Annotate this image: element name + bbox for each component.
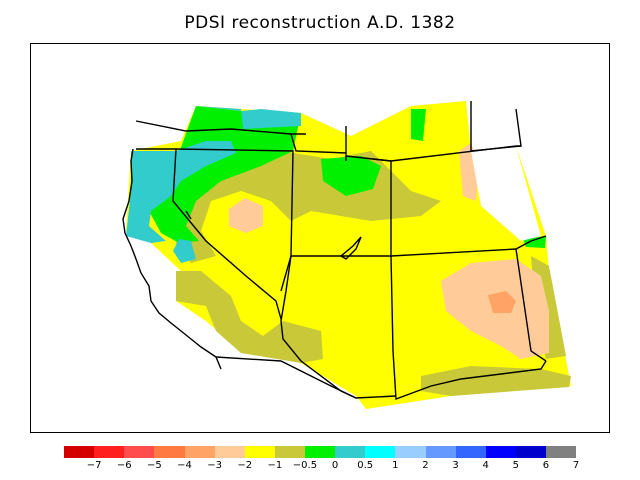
- legend-label: −1: [267, 460, 283, 471]
- pdsi-region-very-wet-2: [173, 239, 196, 263]
- legend-swatch: [515, 446, 546, 458]
- legend-swatch: [425, 446, 456, 458]
- border-ne-sd: [470, 101, 522, 152]
- lake-salt: [339, 236, 362, 260]
- legend-swatch: [335, 446, 366, 458]
- pdsi-map: [122, 101, 571, 409]
- legend-label: −2: [237, 460, 253, 471]
- legend-label: −5: [146, 460, 162, 471]
- border-ok-tx: [515, 248, 547, 362]
- legend-swatch: [94, 446, 125, 458]
- legend-swatch: [274, 446, 305, 458]
- pdsi-region-wet-ne: [411, 109, 426, 141]
- color-legend: [64, 446, 577, 458]
- legend-label: 0: [331, 460, 339, 471]
- legend-swatch: [64, 446, 95, 458]
- border-wa-or: [135, 120, 306, 135]
- legend-label: −4: [177, 460, 192, 471]
- border-co-ks: [390, 235, 547, 257]
- pdsi-region-neutral-south: [421, 366, 571, 396]
- border-ca-nv: [172, 148, 282, 320]
- pdsi-region-very-wet: [126, 106, 301, 243]
- legend-label: 6: [542, 460, 550, 471]
- pdsi-region-wet-nw: [149, 106, 301, 243]
- pdsi-region-moist-center: [229, 198, 263, 233]
- legend-swatch: [455, 446, 486, 458]
- legend-swatch: [154, 446, 185, 458]
- lake-tahoe: [185, 210, 192, 220]
- legend-swatch: [124, 446, 155, 458]
- legend-label: 1: [392, 460, 399, 471]
- legend-label: 0.5: [357, 460, 374, 471]
- legend-label: 3: [452, 460, 459, 471]
- border-id-wy: [290, 126, 347, 161]
- legend-swatch: [184, 446, 215, 458]
- legend-swatch: [485, 446, 516, 458]
- border-south-mx: [215, 356, 357, 399]
- legend-label: 7: [572, 460, 580, 471]
- page-title: PDSI reconstruction A.D. 1382: [184, 13, 456, 33]
- legend-labels: −7 −6 −5 −4 −3 −2 −1 −0.5 0 0.5 1 2 3 4 5 6 7: [64, 460, 580, 474]
- pdsi-region-wet-north: [321, 156, 381, 196]
- legend-swatch: [305, 446, 336, 458]
- legend-swatch: [365, 446, 396, 458]
- legend-label: 5: [512, 460, 519, 471]
- map-frame: [30, 43, 610, 433]
- pdsi-region-neutral-sw: [176, 271, 323, 363]
- legend-label: 4: [482, 460, 489, 471]
- pdsi-region-dry-core: [488, 291, 516, 313]
- legend-swatch: [395, 446, 426, 458]
- legend-swatch: [244, 446, 275, 458]
- coastline: [122, 148, 222, 370]
- legend-label: −3: [207, 460, 222, 471]
- legend-label: −7: [86, 460, 102, 471]
- legend-swatch: [214, 446, 245, 458]
- border-nv-ut: [175, 148, 294, 292]
- pdsi-region-blank-ne: [471, 146, 541, 241]
- legend-label: −6: [116, 460, 132, 471]
- border-nm-tx: [390, 255, 547, 400]
- legend-label: −0.5: [292, 460, 318, 471]
- legend-swatch: [546, 446, 577, 458]
- legend-label: 2: [422, 460, 429, 471]
